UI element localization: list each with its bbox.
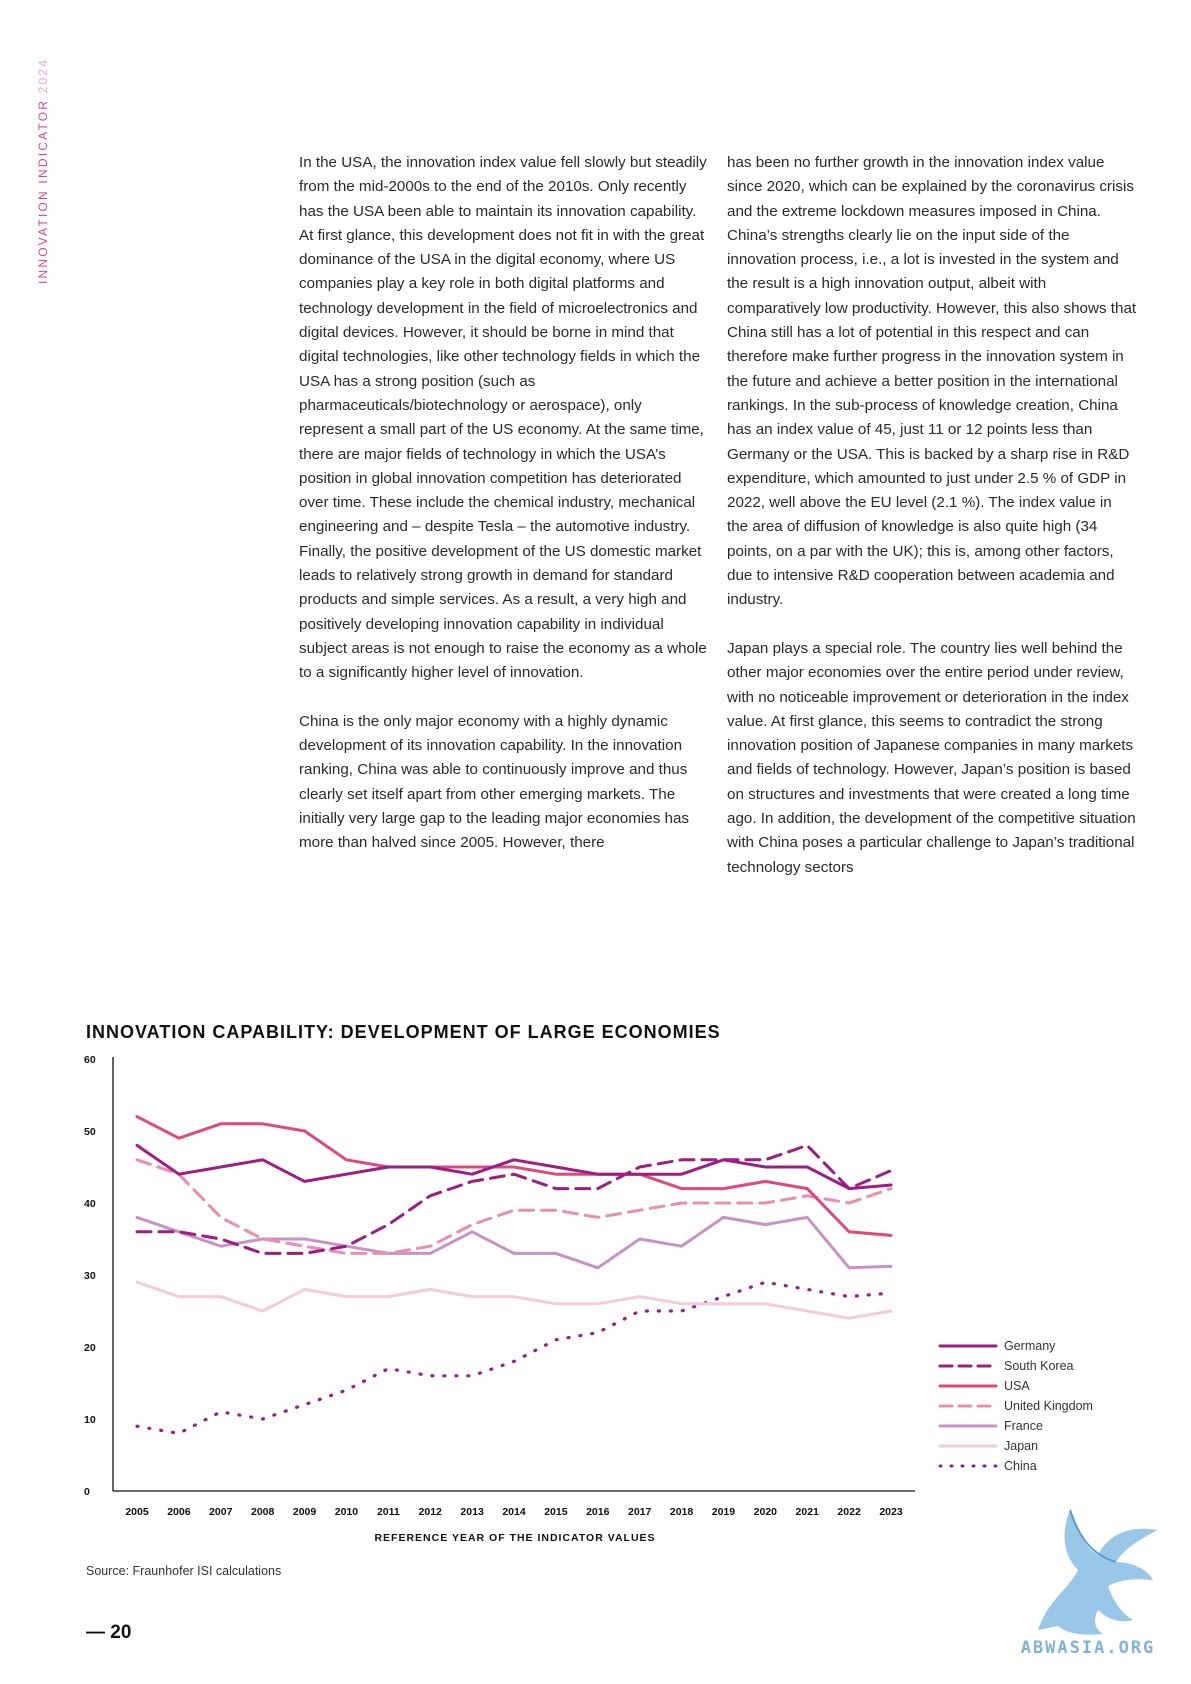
y-tick-label: 30 — [84, 1270, 96, 1282]
text-column-right: has been no further growth in the innova… — [727, 151, 1137, 904]
legend-label: South Korea — [1004, 1359, 1074, 1373]
legend-label: USA — [1004, 1379, 1030, 1393]
x-tick-label: 2015 — [544, 1506, 568, 1518]
y-tick-label: 50 — [84, 1126, 96, 1138]
series-line-japan — [135, 1280, 893, 1320]
legend-swatch — [938, 1424, 998, 1428]
series-line-united-kingdom — [135, 1158, 893, 1255]
legend-label: China — [1004, 1459, 1037, 1473]
x-tick-label: 2006 — [167, 1506, 191, 1518]
x-tick-label: 2023 — [879, 1506, 903, 1518]
x-tick-label: 2014 — [502, 1506, 526, 1518]
x-tick-label: 2005 — [125, 1506, 149, 1518]
series-line-south-korea — [135, 1143, 893, 1255]
x-tick-label: 2008 — [251, 1506, 275, 1518]
legend-label: Japan — [1004, 1439, 1039, 1453]
series-line-germany — [135, 1143, 893, 1191]
series-line-china — [135, 1280, 893, 1436]
chart-title: INNOVATION CAPABILITY: DEVELOPMENT OF LA… — [86, 1022, 721, 1042]
y-tick-label: 20 — [84, 1342, 96, 1354]
legend-label: Germany — [1004, 1339, 1056, 1353]
paragraph: Japan plays a special role. The country … — [727, 639, 1136, 876]
legend-swatch — [938, 1384, 998, 1388]
x-tick-label: 2010 — [335, 1506, 359, 1518]
griffin-logo-icon — [1038, 1509, 1158, 1635]
x-axis-label: REFERENCE YEAR OF THE INDICATOR VALUES — [374, 1532, 655, 1544]
legend-swatch — [938, 1404, 998, 1408]
x-tick-label: 2012 — [419, 1506, 443, 1518]
y-tick-label: 60 — [84, 1054, 96, 1066]
paragraph: has been no further growth in the innova… — [727, 154, 1137, 609]
legend-swatch — [938, 1464, 998, 1468]
paragraph: In the USA, the innovation index value f… — [299, 154, 707, 682]
x-tick-label: 2022 — [837, 1506, 861, 1518]
legend-label: France — [1004, 1419, 1043, 1433]
x-tick-label: 2016 — [586, 1506, 610, 1518]
y-tick-label: 0 — [84, 1486, 90, 1498]
x-tick-label: 2011 — [377, 1506, 400, 1518]
x-tick-label: 2019 — [712, 1506, 736, 1518]
paragraph: China is the only major economy with a h… — [299, 712, 690, 852]
text-column-left: In the USA, the innovation index value f… — [299, 151, 709, 880]
watermark: ABWASIA.ORG — [1008, 1500, 1168, 1665]
y-tick-label: 40 — [84, 1198, 96, 1210]
series-line-usa — [135, 1115, 893, 1237]
x-tick-label: 2009 — [293, 1506, 317, 1518]
x-tick-label: 2020 — [754, 1506, 778, 1518]
x-tick-label: 2017 — [628, 1506, 652, 1518]
legend-swatch — [938, 1364, 998, 1368]
x-tick-label: 2007 — [209, 1506, 233, 1518]
x-tick-label: 2013 — [460, 1506, 484, 1518]
x-tick-label: 2021 — [796, 1506, 820, 1518]
y-tick-label: 10 — [84, 1414, 96, 1426]
legend-swatch — [938, 1344, 998, 1348]
series-line-france — [135, 1215, 893, 1270]
source-note: Source: Fraunhofer ISI calculations — [86, 1564, 282, 1578]
page-number: — 20 — [86, 1622, 132, 1643]
legend-label: United Kingdom — [1004, 1399, 1093, 1413]
legend-swatch — [938, 1444, 998, 1448]
watermark-text: ABWASIA.ORG — [1020, 1638, 1156, 1658]
x-tick-label: 2018 — [670, 1506, 694, 1518]
